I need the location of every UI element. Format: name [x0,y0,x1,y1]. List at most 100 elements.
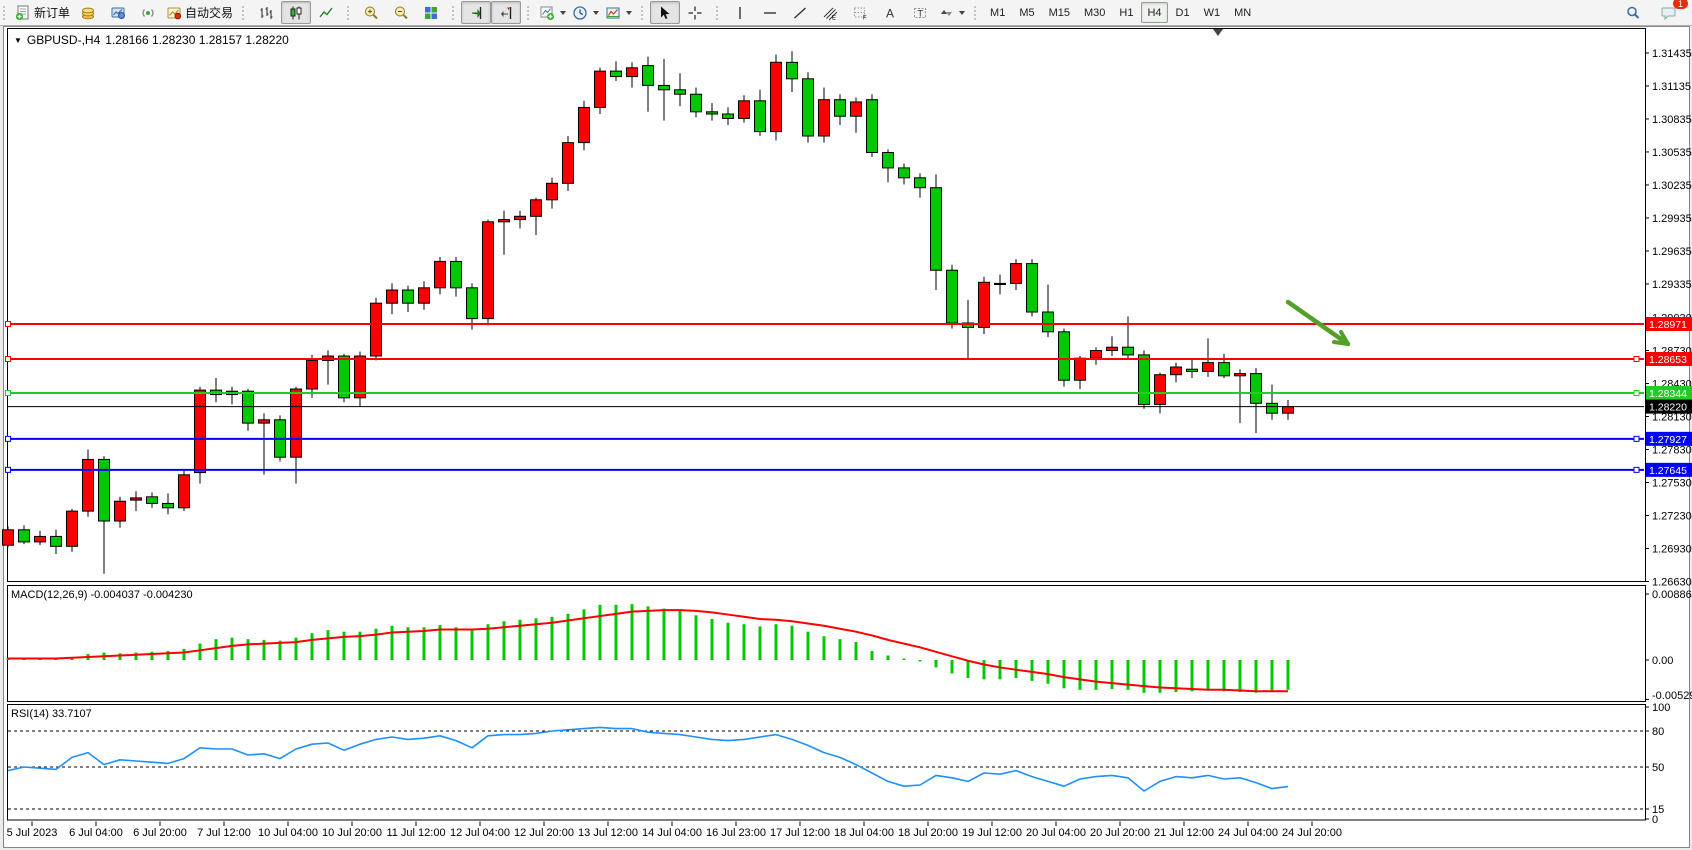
timeframe-button-w1[interactable]: W1 [1203,6,1221,19]
autotrading-button[interactable]: 自动交易 [163,1,236,24]
svg-text:1.29335: 1.29335 [1652,279,1692,291]
h-line-anchor-right [1633,389,1640,396]
zoom-in-icon [365,6,378,19]
fibonacci-button[interactable]: E [815,1,845,24]
svg-text:7 Jul 12:00: 7 Jul 12:00 [197,827,251,839]
text-label-button[interactable]: T [905,1,935,24]
price-badge-1.28344 [1646,385,1692,400]
auto-scroll-button[interactable] [461,1,492,24]
zoom-out-button[interactable] [386,1,416,24]
green-arrow-icon [1285,299,1351,347]
tile-windows-button[interactable] [416,1,446,24]
svg-text:19 Jul 12:00: 19 Jul 12:00 [962,827,1022,839]
price-badge-1.27645 [1646,462,1692,477]
horizontal-line-button[interactable] [755,1,785,24]
grid-button[interactable]: F [845,1,875,24]
svg-text:1.28344: 1.28344 [1649,388,1687,400]
text-label-icon: T [914,7,927,18]
chart-shift-marker[interactable] [1213,29,1223,36]
indicators-icon [540,6,555,20]
trendline-button[interactable] [785,1,815,24]
svg-text:80: 80 [1652,726,1664,738]
timeframe-button-m1[interactable]: M1 [990,6,1006,19]
signals-button[interactable] [133,1,163,24]
gold-coins-icon [82,7,95,19]
toolbar-group-insert [524,0,638,25]
svg-text:F: F [863,15,867,21]
templates-button[interactable] [602,1,635,24]
h-line-anchor-left [5,466,11,473]
cursor-button[interactable] [650,1,681,24]
h-line-anchor-left [5,435,11,442]
svg-text:20 Jul 04:00: 20 Jul 04:00 [1026,827,1086,839]
chart-collapse-icon[interactable]: ▼ [14,35,22,45]
bar-chart-button[interactable] [251,1,281,24]
svg-text:1.27530: 1.27530 [1652,478,1692,490]
svg-text:0: 0 [1652,814,1658,826]
svg-text:6 Jul 04:00: 6 Jul 04:00 [69,827,123,839]
toolbar-group-chart-type [239,0,344,25]
svg-text:6 Jul 20:00: 6 Jul 20:00 [133,827,187,839]
svg-text:100: 100 [1652,702,1670,714]
navigator-button[interactable] [103,1,133,24]
rsi-layer: RSI(14) 33.7107 100 80 50 150 [7,702,1670,826]
market-watch-button[interactable] [73,1,103,24]
arrows-button[interactable] [935,1,968,24]
text-a-icon: A [886,6,894,20]
template-icon [606,7,620,18]
svg-text:1.27230: 1.27230 [1652,511,1692,523]
timeframe-button-h1[interactable]: H1 [1119,6,1134,19]
crosshair-icon [688,6,702,19]
chart-panels[interactable] [7,28,1646,821]
price-axis[interactable]: 1.31435 1.31135 1.30835 1.30535 1.30235 1.299… [1645,48,1692,589]
timeframe-button-m5[interactable]: M5 [1019,6,1035,19]
svg-text:1.28130: 1.28130 [1652,412,1692,424]
templates-caret-icon [626,10,633,15]
new-order-button[interactable]: 新订单 [12,1,73,24]
periods-caret-icon [593,10,600,15]
timeframe-button-m15[interactable]: M15 [1048,6,1070,19]
svg-text:18 Jul 20:00: 18 Jul 20:00 [898,827,958,839]
line-chart-button[interactable] [311,1,341,24]
svg-text:13 Jul 12:00: 13 Jul 12:00 [578,827,638,839]
svg-text:21 Jul 12:00: 21 Jul 12:00 [1154,827,1214,839]
timeframe-button-mn[interactable]: MN [1234,6,1252,19]
svg-text:15: 15 [1652,804,1664,816]
toolbar-group-scroll [449,0,524,25]
crosshair-button[interactable] [680,1,710,24]
svg-text:1.28220: 1.28220 [1649,402,1687,414]
zoom-in-button[interactable] [356,1,386,24]
svg-text:24 Jul 04:00: 24 Jul 04:00 [1218,827,1278,839]
svg-text:1.27645: 1.27645 [1649,465,1687,477]
notifications-button[interactable]: 1 [1654,0,1688,24]
timeframe-button-m30[interactable]: M30 [1084,6,1106,19]
indicators-button[interactable] [536,1,569,24]
candlestick-chart-icon [290,6,302,19]
time-axis[interactable]: 5 Jul 2023 6 Jul 04:00 6 Jul 20:00 7 Jul 12… [7,821,1342,840]
toolbar-group-cursor [638,0,713,25]
timeframe-button-h4[interactable]: H4 [1141,2,1168,23]
svg-text:12 Jul 04:00: 12 Jul 04:00 [450,827,510,839]
arrow-annotation[interactable] [1285,299,1351,347]
h-line-anchor-right [1633,466,1640,473]
svg-text:1.27927: 1.27927 [1649,434,1687,446]
svg-text:1.30535: 1.30535 [1652,147,1692,159]
search-button[interactable] [1618,1,1648,24]
macd-layer: MACD(12,26,9) -0.004037 -0.004230 0.00886… [6,589,1692,702]
text-button[interactable]: A [875,1,905,24]
new-order-icon [15,5,29,20]
price-badge-1.28220 [1646,399,1692,414]
svg-text:1.29935: 1.29935 [1652,213,1692,225]
horizontal-lines-layer[interactable] [5,321,1645,473]
autotrading-icon [167,7,182,19]
svg-text:10 Jul 20:00: 10 Jul 20:00 [322,827,382,839]
candlestick-chart-button[interactable] [281,1,312,24]
chart-shift-button[interactable] [491,1,522,24]
vertical-line-button[interactable] [725,1,755,24]
price-badge-1.28653 [1646,351,1692,366]
periods-button[interactable] [569,1,602,24]
timeframe-button-d1[interactable]: D1 [1175,6,1190,19]
svg-text:1.30835: 1.30835 [1652,114,1692,126]
svg-text:1.26630: 1.26630 [1652,577,1692,589]
